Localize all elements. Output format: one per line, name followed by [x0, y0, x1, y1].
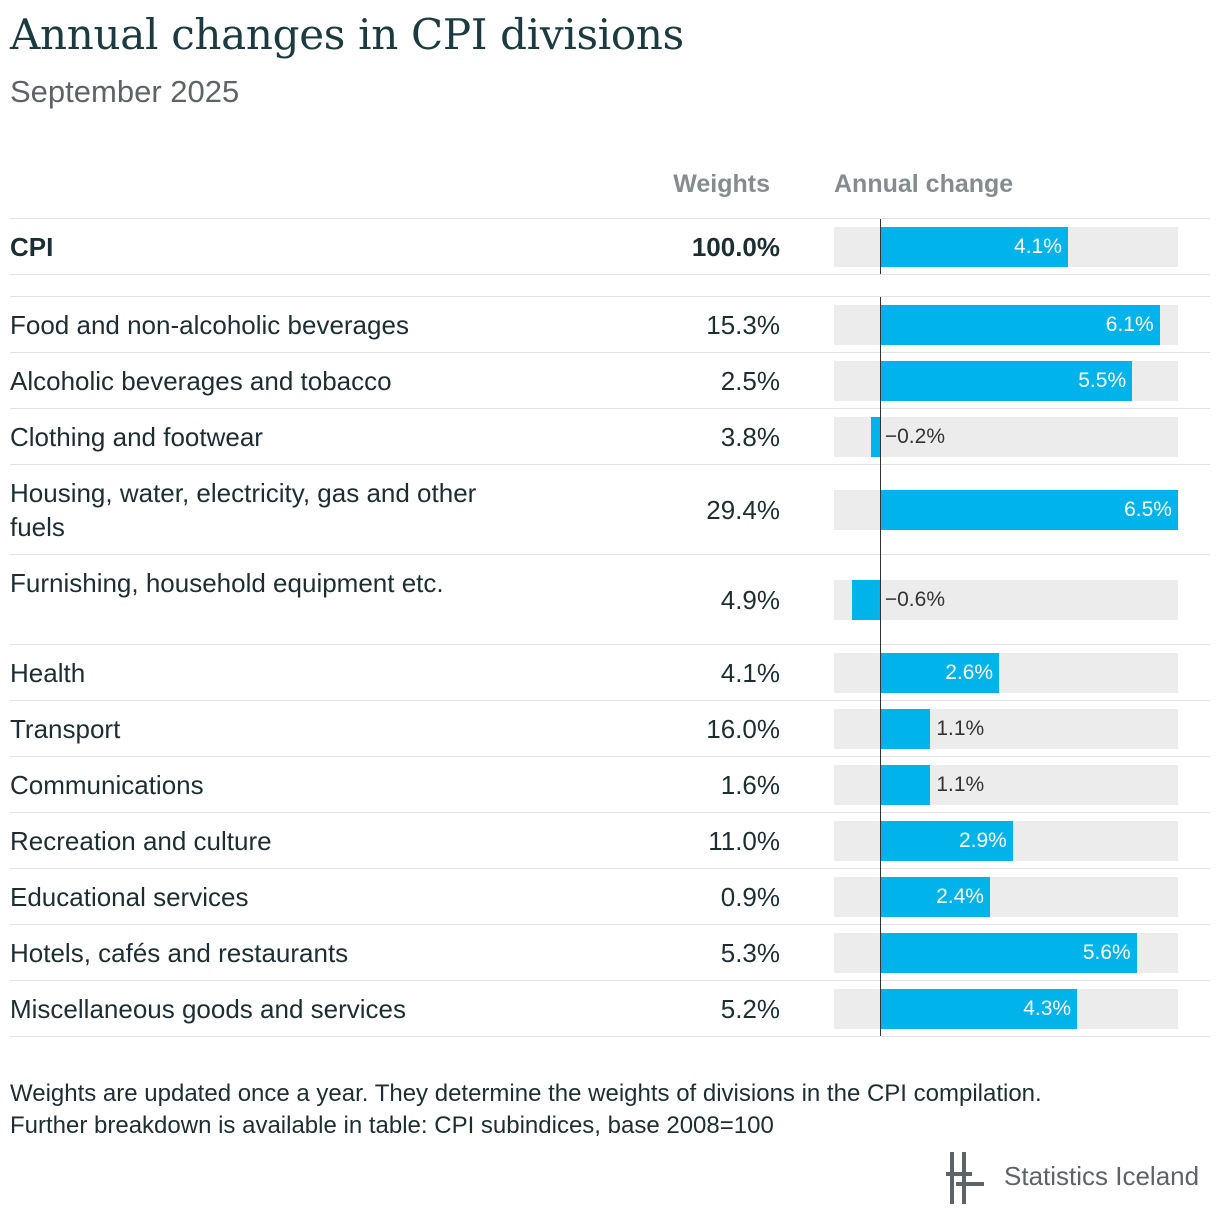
table-row: Alcoholic beverages and tobacco 2.5% 5.5%: [10, 353, 1210, 409]
chart-title: Annual changes in CPI divisions: [10, 10, 684, 59]
bar: [879, 361, 1133, 401]
bar-value-label: 1.1%: [936, 717, 985, 740]
table-row: Hotels, cafés and restaurants 5.3% 5.6%: [10, 925, 1210, 981]
division-label: Miscellaneous goods and services: [10, 994, 406, 1024]
row-divider: [10, 756, 1210, 757]
bar-value-label: −0.6%: [884, 588, 945, 611]
row-divider: [10, 812, 1210, 813]
weight-value: 2.5%: [720, 366, 780, 396]
zero-axis-line: [879, 219, 881, 274]
row-divider: [10, 554, 1210, 555]
footnote-line-1: Weights are updated once a year. They de…: [10, 1080, 1042, 1107]
weight-value: 5.2%: [720, 994, 780, 1024]
bar: [879, 653, 1000, 693]
bar-value-label: 6.1%: [1105, 313, 1154, 336]
division-label: Communications: [10, 770, 204, 800]
row-divider: [10, 408, 1210, 409]
division-label: Health: [10, 658, 86, 688]
bar-value-label: 1.1%: [936, 773, 985, 796]
bar-value-label: 2.6%: [945, 661, 994, 684]
table-row: Recreation and culture 11.0% 2.9%: [10, 813, 1210, 869]
table-row: Communications 1.6% 1.1%: [10, 757, 1210, 813]
row-divider: [10, 980, 1210, 981]
division-label: Housing, water, electricity, gas and oth…: [10, 478, 477, 542]
statistics-iceland-logo-icon: [946, 1152, 984, 1204]
division-label: Transport: [10, 714, 121, 744]
chart-subtitle: September 2025: [10, 74, 240, 109]
row-divider: [10, 352, 1210, 353]
weight-value: 15.3%: [706, 310, 780, 340]
table-row: Housing, water, electricity, gas and oth…: [10, 465, 1210, 555]
bar: [852, 580, 880, 620]
zero-axis-line: [879, 297, 881, 1036]
row-divider: [10, 924, 1210, 925]
bar-value-label: 5.5%: [1078, 369, 1127, 392]
row-divider: [10, 644, 1210, 645]
footnote: Weights are updated once a year. They de…: [10, 1078, 1042, 1142]
bar: [879, 821, 1013, 861]
division-label: Alcoholic beverages and tobacco: [10, 366, 392, 396]
bar-value-label: 2.4%: [936, 885, 984, 908]
weight-value: 29.4%: [706, 495, 780, 525]
bar: [879, 227, 1068, 267]
bar: [879, 933, 1137, 973]
bar-value-label: 4.1%: [1014, 235, 1062, 258]
table-row: Health 4.1% 2.6%: [10, 645, 1210, 701]
bar-value-label: 2.9%: [958, 829, 1007, 852]
table-row: Clothing and footwear 3.8% −0.2%: [10, 409, 1210, 465]
source-logo-text: Statistics Iceland: [1004, 1161, 1200, 1191]
row-divider: [10, 700, 1210, 701]
weights-column-header: Weights: [673, 170, 770, 198]
table-row: Furnishing, household equipment etc. 4.9%…: [10, 555, 1210, 645]
bar-value-label: 6.5%: [1124, 498, 1172, 521]
weight-value: 16.0%: [706, 714, 780, 744]
weight-value: 100.0%: [691, 232, 780, 262]
table-row: Transport 16.0% 1.1%: [10, 701, 1210, 757]
bar: [879, 305, 1160, 345]
table-row: Educational services 0.9% 2.4%: [10, 869, 1210, 925]
row-divider: [10, 464, 1210, 465]
bar: [879, 709, 931, 749]
division-label: Hotels, cafés and restaurants: [10, 938, 349, 968]
annual-change-column-header: Annual change: [834, 170, 1014, 198]
table-row: Food and non-alcoholic beverages 15.3% 6.1…: [10, 297, 1210, 353]
weight-value: 5.3%: [720, 938, 780, 968]
row-divider: [10, 218, 1210, 219]
bar-value-label: −0.2%: [884, 425, 945, 448]
division-label: CPI: [10, 232, 54, 262]
bar: [879, 989, 1078, 1029]
bar-value-label: 5.6%: [1082, 941, 1131, 964]
weight-value: 4.1%: [720, 658, 780, 688]
bar: [879, 765, 931, 805]
division-label: Clothing and footwear: [10, 422, 263, 452]
bar: [870, 417, 880, 457]
bar-track: [834, 580, 1178, 620]
bar-track: [834, 417, 1178, 457]
bar: [879, 877, 990, 917]
weight-value: 11.0%: [708, 826, 780, 856]
bar-value-label: 4.3%: [1023, 997, 1072, 1020]
division-label: Educational services: [10, 882, 249, 912]
weight-value: 4.9%: [720, 585, 780, 615]
cpi-total-row: CPI 100.0% 4.1%: [10, 219, 1210, 275]
weight-value: 3.8%: [720, 422, 780, 452]
row-divider: [10, 296, 1210, 297]
weight-value: 0.9%: [720, 882, 780, 912]
table-row: Miscellaneous goods and services 5.2% 4.3%: [10, 981, 1210, 1037]
footnote-line-2: Further breakdown is available in table:…: [10, 1112, 774, 1139]
row-divider: [10, 274, 1210, 275]
row-divider: [10, 1036, 1210, 1037]
bar: [879, 490, 1178, 530]
division-label: Furnishing, household equipment etc.: [10, 568, 444, 598]
weight-value: 1.6%: [720, 770, 780, 800]
division-label: Recreation and culture: [10, 826, 272, 856]
row-divider: [10, 868, 1210, 869]
division-label: Food and non-alcoholic beverages: [10, 310, 409, 340]
